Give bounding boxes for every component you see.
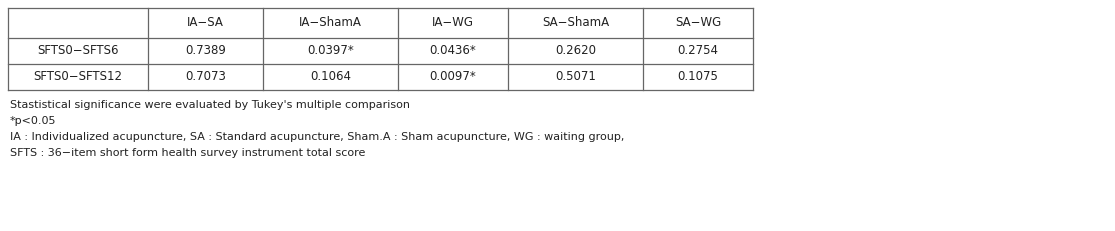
Text: 0.0097*: 0.0097*	[429, 70, 476, 83]
Text: 0.1075: 0.1075	[678, 70, 718, 83]
Text: 0.7073: 0.7073	[185, 70, 226, 83]
Text: IA−ShamA: IA−ShamA	[299, 16, 362, 30]
Text: 0.0436*: 0.0436*	[429, 45, 476, 58]
Text: *p<0.05: *p<0.05	[10, 116, 57, 126]
Text: IA−SA: IA−SA	[187, 16, 224, 30]
Text: 0.1064: 0.1064	[310, 70, 351, 83]
Text: IA−WG: IA−WG	[432, 16, 474, 30]
Text: SFTS0−SFTS12: SFTS0−SFTS12	[33, 70, 123, 83]
Text: SFTS : 36−item short form health survey instrument total score: SFTS : 36−item short form health survey …	[10, 148, 366, 158]
Text: SA−ShamA: SA−ShamA	[542, 16, 609, 30]
Text: Stastistical significance were evaluated by Tukey's multiple comparison: Stastistical significance were evaluated…	[10, 100, 410, 110]
Text: 0.2754: 0.2754	[678, 45, 718, 58]
Text: SA−WG: SA−WG	[675, 16, 721, 30]
Text: IA : Individualized acupuncture, SA : Standard acupuncture, Sham.A : Sham acupun: IA : Individualized acupuncture, SA : St…	[10, 132, 624, 142]
Text: 0.7389: 0.7389	[185, 45, 226, 58]
Text: SFTS0−SFTS6: SFTS0−SFTS6	[37, 45, 119, 58]
Text: 0.0397*: 0.0397*	[307, 45, 353, 58]
Text: 0.5071: 0.5071	[555, 70, 595, 83]
Text: 0.2620: 0.2620	[555, 45, 597, 58]
